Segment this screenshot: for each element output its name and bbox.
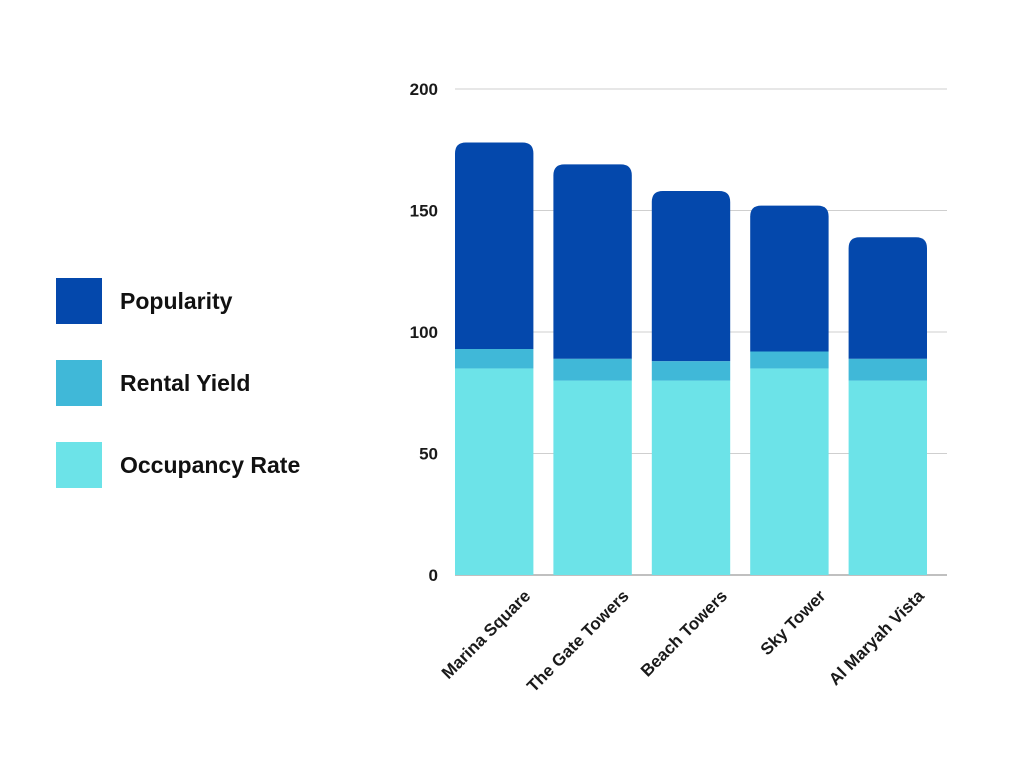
bar-popularity xyxy=(848,237,927,359)
y-tick-label: 100 xyxy=(410,323,438,342)
bar-occupancy-rate xyxy=(651,380,731,575)
x-tick-label: Beach Towers xyxy=(637,586,731,680)
legend-swatch-rental-yield xyxy=(56,360,102,406)
legend-item-rental-yield: Rental Yield xyxy=(56,360,300,406)
bar-occupancy-rate xyxy=(750,368,829,575)
bar-popularity xyxy=(455,142,534,350)
x-tick-label: Sky Tower xyxy=(757,586,830,659)
bar-rental-yield xyxy=(553,358,632,381)
bar-popularity xyxy=(651,191,731,362)
bar-popularity xyxy=(750,205,829,352)
y-tick-label: 50 xyxy=(419,445,438,464)
legend-label-popularity: Popularity xyxy=(120,287,233,314)
bar-occupancy-rate xyxy=(455,368,534,575)
bar-rental-yield xyxy=(651,361,731,381)
bar-occupancy-rate xyxy=(553,380,632,575)
x-tick-label: Al Maryah Vista xyxy=(825,586,928,689)
x-tick-label: Marina Square xyxy=(438,586,534,682)
legend-item-occupancy-rate: Occupancy Rate xyxy=(56,442,300,488)
legend-label-rental-yield: Rental Yield xyxy=(120,369,251,396)
bar-popularity xyxy=(553,164,632,359)
legend-swatch-popularity xyxy=(56,278,102,324)
legend-item-popularity: Popularity xyxy=(56,278,300,324)
y-tick-label: 0 xyxy=(429,566,438,585)
x-tick-label: The Gate Towers xyxy=(523,586,632,695)
bar-occupancy-rate xyxy=(848,380,927,575)
bar-rental-yield xyxy=(455,349,534,369)
bar-rental-yield xyxy=(848,358,927,381)
legend-label-occupancy-rate: Occupancy Rate xyxy=(120,451,301,478)
y-tick-label: 200 xyxy=(410,80,438,99)
legend: Popularity Rental Yield Occupancy Rate xyxy=(56,278,300,524)
legend-swatch-occupancy-rate xyxy=(56,442,102,488)
bar-rental-yield xyxy=(750,351,829,369)
y-tick-label: 150 xyxy=(410,202,438,221)
